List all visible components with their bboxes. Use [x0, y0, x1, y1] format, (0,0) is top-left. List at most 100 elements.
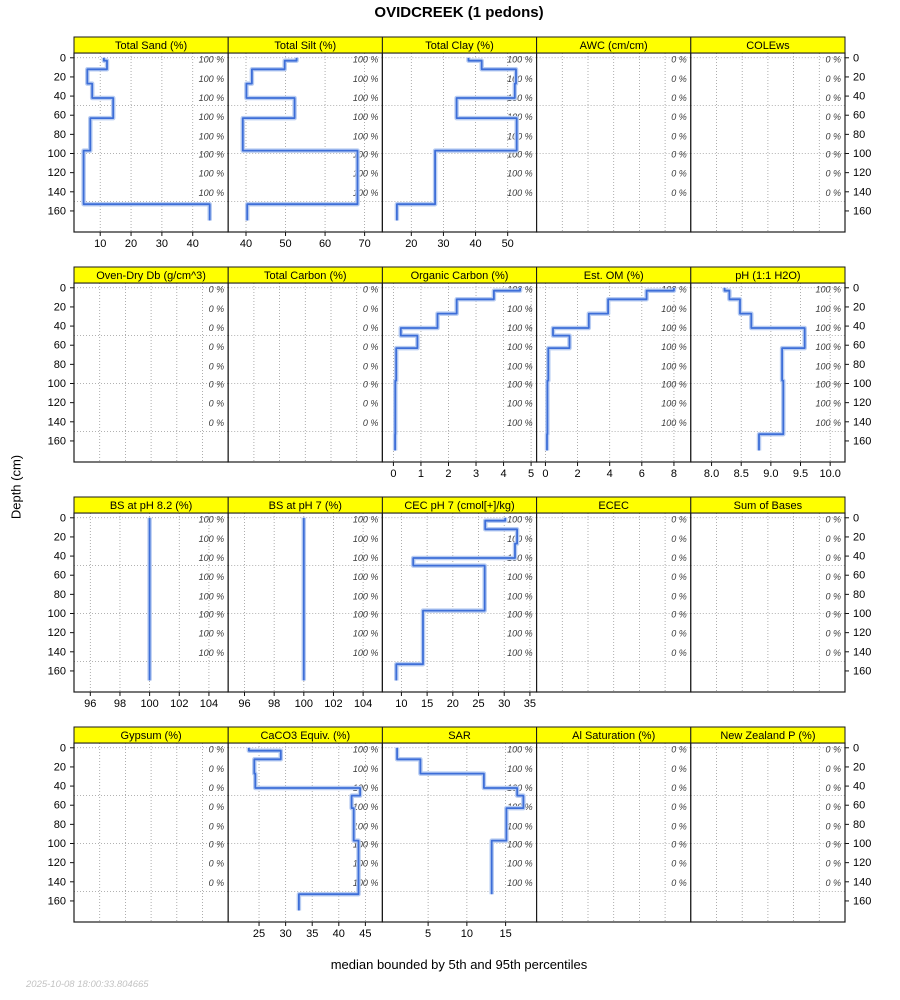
contributing-fraction-label: 100 % — [199, 515, 225, 525]
x-tick-label: 4 — [607, 468, 613, 480]
depth-tick-label-right: 40 — [853, 551, 865, 563]
x-tick-label: 3 — [473, 468, 479, 480]
contributing-fraction-label: 0 % — [825, 188, 841, 198]
x-tick-label: 8.5 — [734, 468, 749, 480]
contributing-fraction-label: 100 % — [507, 112, 533, 122]
x-tick-label: 0 — [390, 468, 396, 480]
contributing-fraction-label: 100 % — [353, 93, 379, 103]
contributing-fraction-label: 100 % — [199, 131, 225, 141]
panel-background — [536, 53, 691, 232]
x-tick-label: 50 — [502, 238, 514, 250]
contributing-fraction-label: 0 % — [671, 802, 687, 812]
contributing-fraction-label: 100 % — [815, 399, 841, 409]
contributing-fraction-label: 100 % — [815, 418, 841, 428]
panel-strip-title: Total Silt (%) — [274, 40, 336, 52]
contributing-fraction-label: 0 % — [363, 304, 379, 314]
depth-tick-label-left: 40 — [54, 91, 66, 103]
panel-strip-title: CaCO3 Equiv. (%) — [260, 730, 350, 742]
depth-tick-label-right: 60 — [853, 340, 865, 352]
panel-strip-title: SAR — [448, 730, 471, 742]
depth-tick-label-right: 20 — [853, 761, 865, 773]
depth-tick-label-left: 20 — [54, 301, 66, 313]
panel-cec-ph-7-cmol-kg: 100 % 100 % 100 % 100 % 100 % 100 % 100 % 100 %… — [381, 496, 538, 710]
contributing-fraction-label: 100 % — [507, 878, 533, 888]
contributing-fraction-label: 100 % — [815, 361, 841, 371]
median-line — [546, 287, 675, 451]
depth-tick-label-right: 80 — [853, 129, 865, 141]
x-tick-label: 15 — [421, 698, 433, 710]
x-tick-label: 100 — [295, 698, 313, 710]
depth-tick-label-right: 120 — [853, 627, 871, 639]
contributing-fraction-label: 0 % — [825, 591, 841, 601]
panel-awc-cm-cm: 0 % 0 % 0 % 0 % 0 % 0 % 0 % 0 % AWC (cm/cm) — [535, 36, 692, 233]
contributing-fraction-label: 100 % — [353, 515, 379, 525]
panel-bs-at-ph-8-2: 100 % 100 % 100 % 100 % 100 % 100 % 100 % 100 %… — [73, 496, 229, 710]
contributing-fraction-label: 0 % — [671, 859, 687, 869]
panel-strip-title: CEC pH 7 (cmol[+]/kg) — [404, 500, 514, 512]
panel-background — [382, 283, 537, 462]
depth-tick-label-right: 100 — [853, 378, 871, 390]
contributing-fraction-label: 0 % — [825, 515, 841, 525]
panel-background — [690, 53, 845, 232]
contributing-fraction-label: 0 % — [825, 859, 841, 869]
x-tick-label: 98 — [114, 698, 126, 710]
figure-title: OVIDCREEK (1 pedons) — [374, 4, 544, 21]
x-tick-label: 5 — [425, 928, 431, 940]
depth-tick-label-left: 160 — [48, 665, 66, 677]
depth-tick-label-left: 0 — [60, 52, 66, 64]
contributing-fraction-label: 100 % — [353, 534, 379, 544]
contributing-fraction-label: 100 % — [507, 342, 533, 352]
x-tick-label: 4 — [500, 468, 506, 480]
contributing-fraction-label: 100 % — [353, 859, 379, 869]
contributing-fraction-label: 0 % — [825, 764, 841, 774]
x-tick-label: 20 — [405, 238, 417, 250]
panel-strip-title: New Zealand P (%) — [720, 730, 815, 742]
depth-tick-label-right: 80 — [853, 359, 865, 371]
x-tick-label: 10 — [94, 238, 106, 250]
contributing-fraction-label: 100 % — [353, 821, 379, 831]
depth-tick-label-left: 80 — [54, 589, 66, 601]
contributing-fraction-label: 100 % — [353, 878, 379, 888]
y-axis-label: Depth (cm) — [8, 454, 24, 520]
contributing-fraction-label: 0 % — [671, 572, 687, 582]
panel-total-carbon: 0 % 0 % 0 % 0 % 0 % 0 % 0 % 0 % Total Carbon (%) — [227, 266, 383, 463]
contributing-fraction-label: 0 % — [825, 93, 841, 103]
contributing-fraction-label: 0 % — [209, 878, 225, 888]
panel-row-4: 0 0 20 20 40 40 60 60 80 80 100 100 120 120 140 140 160 1… — [48, 726, 871, 940]
depth-tick-label-right: 160 — [853, 665, 871, 677]
contributing-fraction-label: 100 % — [507, 323, 533, 333]
depth-tick-label-left: 60 — [54, 340, 66, 352]
contributing-fraction-label: 0 % — [209, 859, 225, 869]
contributing-fraction-label: 0 % — [209, 764, 225, 774]
panel-est-om: 100 %100 %100 %100 %100 %100 %100 %100 %… — [535, 266, 692, 480]
contributing-fraction-label: 0 % — [209, 418, 225, 428]
contributing-fraction-label: 0 % — [671, 55, 687, 65]
panel-strip — [690, 726, 846, 744]
panel-sar: 100 %100 %100 %100 %100 %100 %100 %100 %… — [381, 726, 538, 940]
contributing-fraction-label: 100 % — [199, 169, 225, 179]
depth-tick-label-right: 140 — [853, 646, 871, 658]
depth-tick-label-right: 160 — [853, 435, 871, 447]
contributing-fraction-label: 100 % — [815, 304, 841, 314]
contributing-fraction-label: 100 % — [353, 591, 379, 601]
contributing-fraction-label: 0 % — [671, 534, 687, 544]
panel-background — [536, 283, 691, 462]
contributing-fraction-label: 0 % — [671, 648, 687, 658]
contributing-fraction-label: 0 % — [825, 74, 841, 84]
median-line — [248, 747, 361, 911]
contributing-fraction-label: 0 % — [825, 55, 841, 65]
contributing-fraction-label: 100 % — [353, 572, 379, 582]
depth-tick-label-left: 40 — [54, 551, 66, 563]
contributing-fraction-label: 100 % — [507, 591, 533, 601]
depth-tick-label-left: 160 — [48, 895, 66, 907]
contributing-fraction-label: 100 % — [507, 572, 533, 582]
x-tick-label: 10 — [461, 928, 473, 940]
contributing-fraction-label: 0 % — [671, 745, 687, 755]
depth-tick-label-right: 100 — [853, 608, 871, 620]
panel-strip-title: COLEws — [746, 40, 790, 52]
panel-strip — [690, 496, 846, 514]
depth-tick-label-right: 0 — [853, 52, 859, 64]
x-tick-label: 8.0 — [704, 468, 719, 480]
